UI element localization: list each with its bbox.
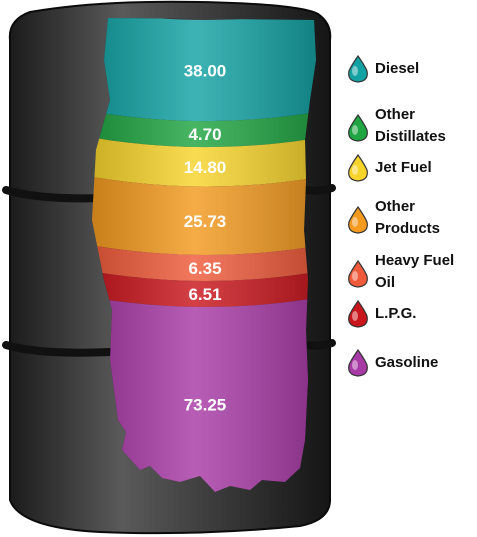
droplet-icon bbox=[348, 299, 368, 328]
segment-value-label: 14.80 bbox=[184, 158, 227, 177]
liquid-shine bbox=[92, 18, 316, 492]
legend-label: Gasoline bbox=[375, 354, 439, 371]
legend-item: L.P.G. bbox=[345, 299, 477, 347]
segment-value-label: 6.51 bbox=[188, 285, 221, 304]
legend-label: Heavy Fuel Oil bbox=[375, 252, 455, 291]
legend-label: Jet Fuel bbox=[375, 159, 432, 176]
segment-value-label: 4.70 bbox=[188, 125, 221, 144]
legend-label: Other Distillates bbox=[375, 106, 446, 145]
droplet-icon bbox=[348, 153, 368, 182]
droplet-icon bbox=[348, 259, 368, 288]
legend-item: Other Products bbox=[345, 196, 477, 240]
droplet-icon bbox=[348, 348, 368, 377]
legend-label: Other Products bbox=[375, 198, 441, 237]
segment-value-label: 38.00 bbox=[184, 62, 227, 81]
legend-label: L.P.G. bbox=[375, 305, 417, 322]
droplet-icon bbox=[348, 113, 368, 142]
legend-label: Diesel bbox=[375, 60, 420, 77]
legend-item: Other Distillates bbox=[345, 104, 477, 148]
droplet-icon bbox=[348, 205, 368, 234]
legend-item: Jet Fuel bbox=[345, 153, 477, 201]
segment-value-label: 73.25 bbox=[184, 396, 227, 415]
segment-value-label: 25.73 bbox=[184, 212, 227, 231]
segment-labels: 38.00 4.70 14.80 25.73 6.35 6.51 73.25 bbox=[184, 62, 227, 415]
droplet-icon bbox=[348, 54, 368, 83]
legend-item: Diesel bbox=[345, 54, 477, 102]
legend-item: Heavy Fuel Oil bbox=[345, 250, 477, 294]
legend-item: Gasoline bbox=[345, 348, 477, 396]
segment-value-label: 6.35 bbox=[188, 259, 221, 278]
